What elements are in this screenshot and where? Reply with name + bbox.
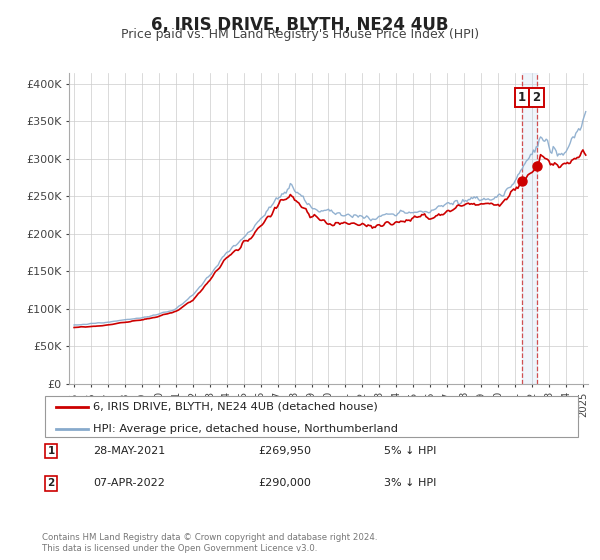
Text: HPI: Average price, detached house, Northumberland: HPI: Average price, detached house, Nort… [94,423,398,433]
Text: 6, IRIS DRIVE, BLYTH, NE24 4UB: 6, IRIS DRIVE, BLYTH, NE24 4UB [151,16,449,34]
Text: 2: 2 [47,478,55,488]
Text: 1: 1 [47,446,55,456]
FancyBboxPatch shape [45,396,578,437]
Bar [522,73,536,384]
Text: 28-MAY-2021: 28-MAY-2021 [93,446,165,456]
Text: 6, IRIS DRIVE, BLYTH, NE24 4UB (detached house): 6, IRIS DRIVE, BLYTH, NE24 4UB (detached… [94,402,378,412]
Text: Contains HM Land Registry data © Crown copyright and database right 2024.
This d: Contains HM Land Registry data © Crown c… [42,533,377,553]
Text: Price paid vs. HM Land Registry's House Price Index (HPI): Price paid vs. HM Land Registry's House … [121,28,479,41]
Text: £290,000: £290,000 [258,478,311,488]
Text: 5% ↓ HPI: 5% ↓ HPI [384,446,436,456]
Text: 3% ↓ HPI: 3% ↓ HPI [384,478,436,488]
Text: 1: 1 [518,91,526,104]
Text: 07-APR-2022: 07-APR-2022 [93,478,165,488]
Text: £269,950: £269,950 [258,446,311,456]
Text: 2: 2 [533,91,541,104]
